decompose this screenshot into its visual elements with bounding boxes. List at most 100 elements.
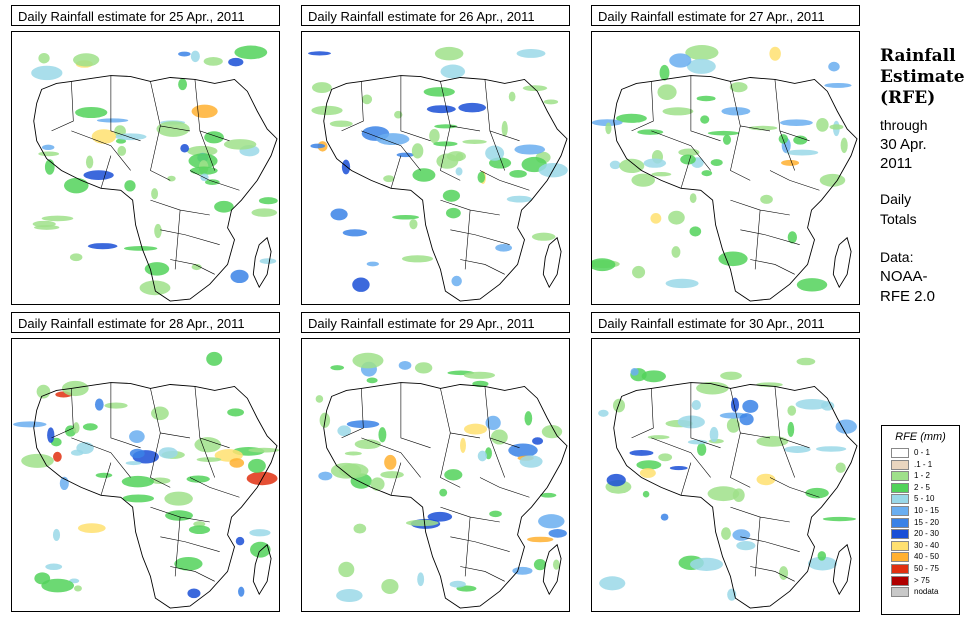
rainfall-patch (310, 143, 326, 149)
side-title-line: Estimate (880, 67, 965, 87)
rainfall-patch (722, 134, 732, 145)
end-date-line: 30 Apr. (880, 136, 927, 153)
country-border (199, 130, 215, 171)
panel-title: Daily Rainfall estimate for 30 Apr., 201… (591, 312, 860, 333)
rainfall-patch (427, 511, 453, 522)
rainfall-patch (710, 159, 723, 167)
rainfall-patch (787, 231, 797, 244)
country-border (464, 517, 471, 577)
coastline (252, 543, 272, 596)
legend-item: 50 - 75 (882, 563, 959, 575)
country-border (440, 432, 461, 488)
legend-item: 1 - 2 (882, 470, 959, 482)
rainfall-patch (187, 588, 201, 599)
country-border (174, 210, 181, 270)
panel-title: Daily Rainfall estimate for 29 Apr., 201… (301, 312, 570, 333)
legend-item: 10 - 15 (882, 505, 959, 517)
rainfall-patch (685, 45, 719, 61)
country-border (779, 437, 795, 478)
rainfall-patch (742, 399, 759, 413)
legend-swatch (891, 552, 909, 563)
rainfall-patch (490, 429, 508, 445)
coastline (613, 382, 858, 609)
rainfall-patch (95, 472, 113, 478)
legend-item: nodata (882, 586, 959, 598)
rainfall-patch (599, 576, 626, 591)
legend-label: 0 - 1 (914, 448, 931, 457)
rainfall-patch (630, 367, 639, 376)
rainfall-patch (235, 536, 245, 546)
legend-label: 40 - 50 (914, 552, 939, 562)
rainfall-patch (439, 488, 448, 497)
country-border (51, 388, 74, 439)
legend-swatch (891, 540, 909, 551)
rainfall-patch (756, 435, 789, 447)
rainfall-patch (187, 145, 218, 157)
rainfall-patch (522, 85, 548, 92)
rainfall-patch (760, 194, 773, 204)
rainfall-patch (732, 529, 751, 541)
totals-text: Totals (880, 211, 917, 227)
rainfall-patch (532, 437, 544, 445)
rainfall-patch (154, 223, 162, 239)
rainfall-patch (756, 473, 776, 486)
rainfall-patch (707, 130, 740, 136)
rainfall-patch (709, 426, 719, 443)
rainfall-patch (341, 159, 351, 175)
rainfall-patch (178, 78, 188, 91)
country-border (440, 81, 481, 132)
rainfall-patch (828, 61, 840, 72)
legend-swatch (891, 482, 909, 493)
rainfall-patch (38, 52, 50, 64)
rainfall-patch (669, 465, 688, 471)
rainfall-patch (223, 139, 257, 150)
country-border (460, 259, 505, 275)
rainfall-patch (258, 197, 278, 205)
rainfall-patch (796, 278, 828, 292)
africa-rainfall-map (13, 351, 279, 609)
legend-label: 5 - 10 (914, 494, 935, 504)
country-border (450, 229, 510, 245)
country-border (390, 462, 402, 496)
legend-item: 5 - 10 (882, 493, 959, 505)
rainfall-patch (485, 415, 501, 430)
rainfall-patch (458, 102, 487, 113)
rainfall-patch (191, 263, 202, 271)
country-border (400, 382, 431, 449)
side-title: Rainfall Estimate (RFE) (880, 46, 965, 109)
rainfall-patch (787, 405, 797, 416)
rainfall-patch (167, 175, 176, 182)
legend-item: 30 - 40 (882, 540, 959, 552)
rainfall-patch (508, 91, 516, 102)
rainfall-patch (32, 220, 56, 228)
rainfall-patch (689, 226, 702, 237)
rainfall-patch (779, 119, 813, 126)
rainfall-patch (829, 124, 844, 130)
rainfall-patch (423, 87, 455, 97)
country-border (100, 462, 112, 496)
rainfall-patch (662, 107, 694, 116)
rainfall-patch (129, 448, 145, 459)
country-border (71, 437, 131, 478)
rainfall-patch (659, 64, 670, 81)
africa-rainfall-map (315, 352, 568, 609)
rainfall-patch (315, 395, 324, 403)
country-border (489, 437, 505, 478)
rainfall-patch (380, 471, 404, 479)
rainfall-patch (190, 166, 218, 175)
rainfall-patch (641, 370, 666, 383)
country-border (690, 382, 721, 449)
rainfall-patch (689, 193, 697, 204)
rainfall-patch (38, 151, 60, 157)
rainfall-patch (531, 232, 556, 241)
rainfall-patch (533, 558, 547, 571)
rainfall-patch (543, 99, 559, 105)
rainfall-patch (188, 525, 211, 535)
map-panel-27-apr: Daily Rainfall estimate for 27 Apr., 201… (591, 5, 862, 305)
data-source-line: NOAA- (880, 268, 928, 285)
legend-label: > 75 (914, 575, 930, 585)
rainfall-patch (680, 154, 696, 165)
legend-swatch (891, 575, 909, 586)
rainfall-patch (691, 400, 701, 411)
rainfall-patch (540, 492, 557, 498)
